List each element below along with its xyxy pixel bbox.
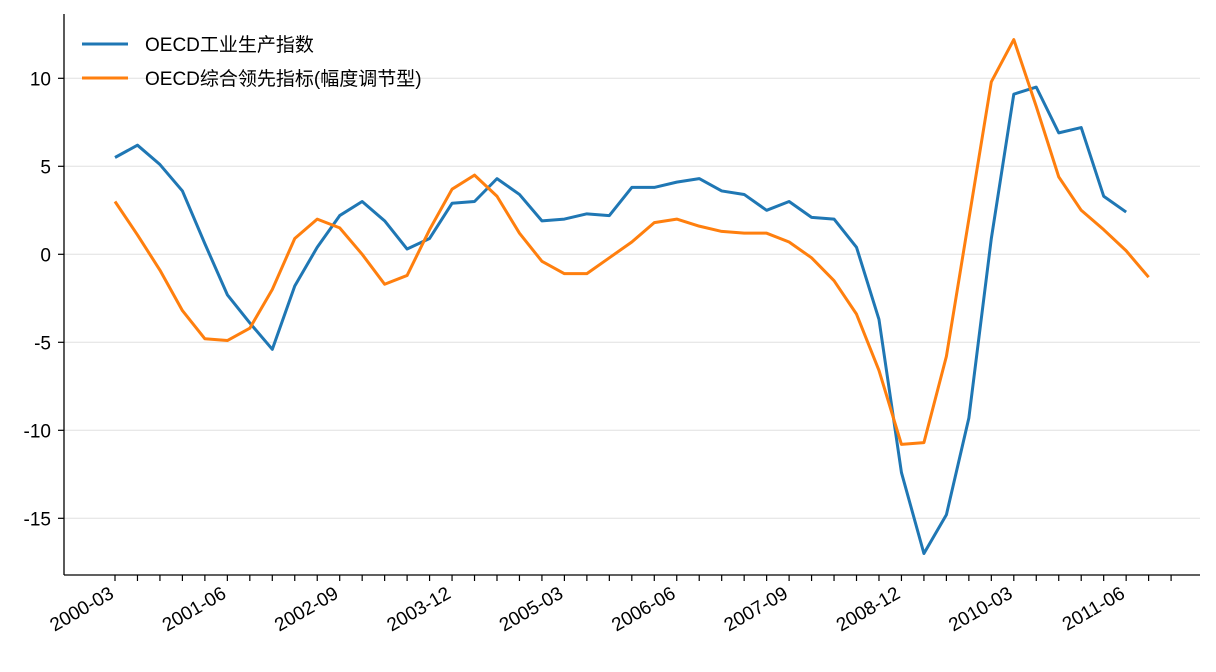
x-tick-label: 2011-06	[1059, 583, 1129, 635]
x-tick-label: 2006-06	[608, 583, 679, 636]
legend-label-1: OECD综合领先指标(幅度调节型)	[145, 68, 422, 90]
x-tick-label: 2001-06	[159, 583, 230, 636]
legend-label-0: OECD工业生产指数	[145, 34, 314, 56]
x-ticks: 2000-03 2001-06 2002-09 2003-12 2005-03 2006-…	[47, 575, 1172, 636]
x-tick-label: 2003-12	[384, 583, 455, 636]
series-line-0	[114, 85, 1128, 555]
x-tick-label: 2007-09	[721, 583, 792, 636]
legend: OECD工业生产指数 OECD综合领先指标(幅度调节型)	[82, 34, 422, 90]
axes	[63, 14, 1200, 576]
y-tick-label: -5	[34, 333, 51, 354]
x-tick-label: 2008-12	[833, 583, 904, 636]
x-tick-label: 2002-09	[271, 583, 342, 636]
series-layer	[113, 38, 1150, 555]
series-line-1	[113, 38, 1150, 446]
y-tick-label: 0	[40, 245, 51, 266]
y-tick-label: -15	[24, 509, 51, 530]
y-tick-label: -10	[24, 421, 51, 442]
x-tick-label: 2000-03	[47, 583, 118, 636]
x-tick-label: 2005-03	[496, 583, 567, 636]
y-tick-label: 5	[40, 157, 51, 178]
y-ticks: 10 5 0 -5 -10 -15	[24, 69, 64, 530]
y-tick-label: 10	[30, 69, 51, 90]
grid-lines	[64, 77, 1200, 519]
x-tick-label: 2010-03	[945, 583, 1016, 636]
